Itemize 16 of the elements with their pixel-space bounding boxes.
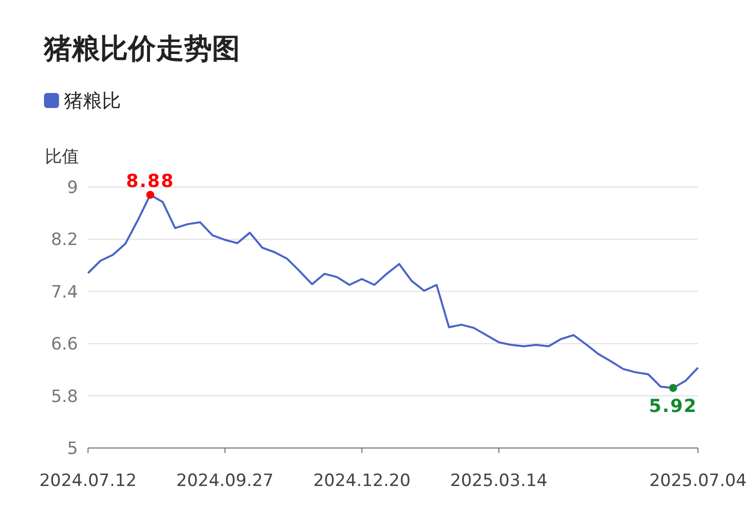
x-tick-label: 2024.07.12 — [39, 471, 137, 491]
x-tick-label: 2024.12.20 — [313, 471, 411, 491]
annotation: 5.92 — [648, 396, 698, 417]
y-tick-label: 7.4 — [50, 282, 78, 302]
x-tick-label: 2024.09.27 — [176, 471, 274, 491]
legend-label: 猪粮比 — [64, 90, 121, 112]
x-tick-label: 2025.07.04 — [649, 471, 747, 491]
y-tick-label: 8.2 — [50, 230, 78, 250]
y-tick-label: 5 — [67, 439, 78, 459]
y-axis-title: 比值 — [45, 147, 79, 167]
y-tick-label: 5.8 — [50, 386, 78, 407]
chart-title: 猪粮比价走势图 — [43, 32, 240, 65]
x-tick-label: 2025.03.14 — [450, 471, 548, 491]
annotation: 8.88 — [126, 170, 174, 192]
y-tick-label: 6.6 — [50, 334, 78, 355]
y-tick-label: 9 — [67, 178, 78, 198]
